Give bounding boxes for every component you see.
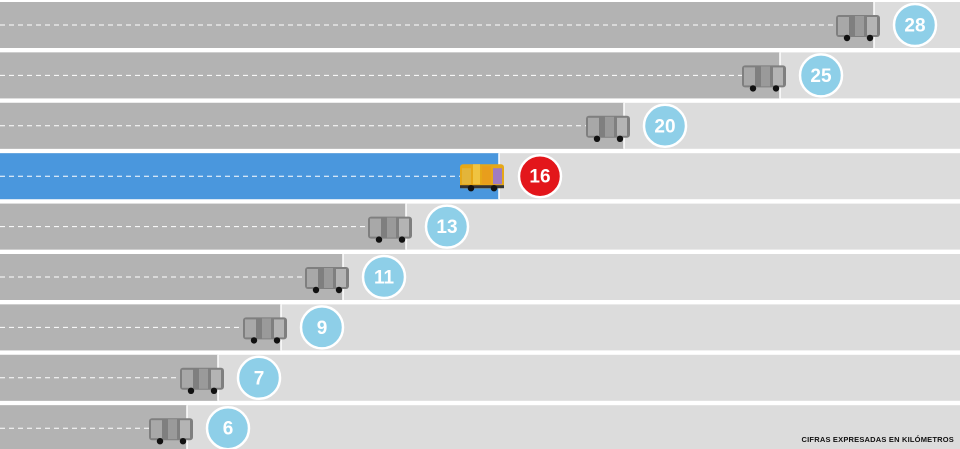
lane-row: 7 <box>0 354 960 401</box>
lane-row: 13 <box>0 203 960 250</box>
lane-row: 9 <box>0 304 960 351</box>
lane-row: 11 <box>0 254 960 300</box>
value-badge: 13 <box>424 204 470 249</box>
lane-row: 25 <box>0 52 960 99</box>
car-icon <box>742 65 786 92</box>
car-icon <box>586 115 630 142</box>
car-icon <box>149 418 193 445</box>
car-icon <box>836 15 880 42</box>
units-note: CIFRAS EXPRESADAS EN KILÓMETROS <box>801 435 954 444</box>
data-label: 6 <box>223 419 234 440</box>
data-label: 16 <box>529 167 550 188</box>
bus-icon <box>460 164 504 192</box>
value-badge: 7 <box>236 355 282 401</box>
value-badge: 28 <box>892 2 938 48</box>
lane-row: 20 <box>0 102 960 149</box>
value-badge: 25 <box>798 53 844 98</box>
lane-row-highlighted: 16 <box>0 153 960 200</box>
value-badge: 16 <box>517 153 563 199</box>
data-label: 20 <box>654 116 675 137</box>
lane-row: 6 <box>0 405 960 449</box>
car-icon <box>243 317 287 344</box>
car-icon <box>305 267 349 294</box>
data-label: 13 <box>436 217 457 238</box>
lane-row: 28 <box>0 2 960 48</box>
data-label: 28 <box>904 16 925 37</box>
value-badge: 6 <box>205 405 251 449</box>
car-icon <box>180 367 224 394</box>
data-label: 11 <box>374 268 395 289</box>
value-badge: 20 <box>642 103 688 149</box>
data-label: 9 <box>317 318 328 339</box>
data-label: 7 <box>254 368 265 389</box>
value-badge: 9 <box>299 305 345 350</box>
car-icon <box>368 216 412 243</box>
data-label: 25 <box>810 66 832 87</box>
value-badge: 11 <box>361 254 407 300</box>
